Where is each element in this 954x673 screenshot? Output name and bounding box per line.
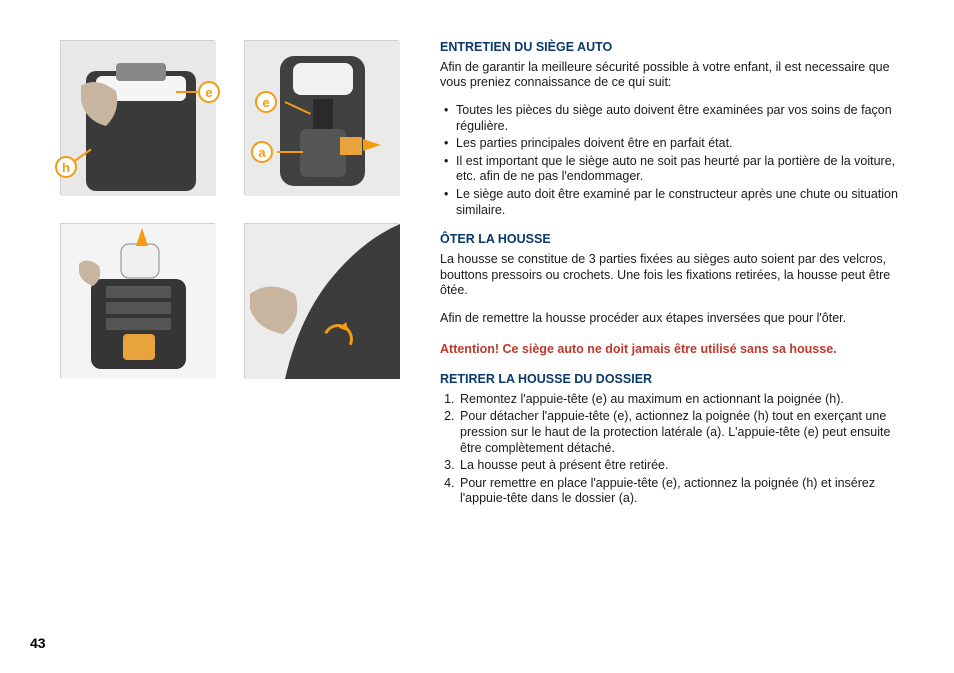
figure-3-svg xyxy=(61,224,216,379)
bullet-item: Il est important que le siège auto ne so… xyxy=(440,154,914,185)
figure-1: e h xyxy=(60,40,215,195)
step-item: La housse peut à présent être retirée. xyxy=(458,458,914,474)
warning-text: Attention! Ce siège auto ne doit jamais … xyxy=(440,342,914,358)
bullet-list-entretien: Toutes les pièces du siège auto doivent … xyxy=(440,103,914,218)
step-item: Remontez l'appuie-tête (e) au maximum en… xyxy=(458,392,914,408)
figure-1-svg xyxy=(61,41,216,196)
figure-4-svg xyxy=(245,224,400,379)
bullet-item: Les parties principales doivent être en … xyxy=(440,136,914,152)
heading-oter: ÔTER LA HOUSSE xyxy=(440,232,914,248)
manual-page: e h e a xyxy=(0,0,954,529)
figure-4 xyxy=(244,223,399,378)
callout-h: h xyxy=(55,156,77,178)
figure-2-svg xyxy=(245,41,400,196)
bullet-item: Le siège auto doit être examiné par le c… xyxy=(440,187,914,218)
figure-3 xyxy=(60,223,215,378)
step-item: Pour remettre en place l'appuie-tête (e)… xyxy=(458,476,914,507)
heading-retirer: RETIRER LA HOUSSE DU DOSSIER xyxy=(440,372,914,388)
callout-e: e xyxy=(198,81,220,103)
step-item: Pour détacher l'appuie-tête (e), actionn… xyxy=(458,409,914,456)
bullet-item: Toutes les pièces du siège auto doivent … xyxy=(440,103,914,134)
callout-a: a xyxy=(251,141,273,163)
figure-column: e h e a xyxy=(60,40,400,509)
figure-2: e a xyxy=(244,40,399,195)
text-column: ENTRETIEN DU SIÈGE AUTO Afin de garantir… xyxy=(440,40,914,509)
para-oter-1: La housse se constitue de 3 parties fixé… xyxy=(440,252,914,299)
callout-e: e xyxy=(255,91,277,113)
heading-entretien: ENTRETIEN DU SIÈGE AUTO xyxy=(440,40,914,56)
intro-entretien: Afin de garantir la meilleure sécurité p… xyxy=(440,60,914,91)
steps-list: Remontez l'appuie-tête (e) au maximum en… xyxy=(440,392,914,507)
para-oter-2: Afin de remettre la housse procéder aux … xyxy=(440,311,914,327)
page-number: 43 xyxy=(30,635,46,651)
